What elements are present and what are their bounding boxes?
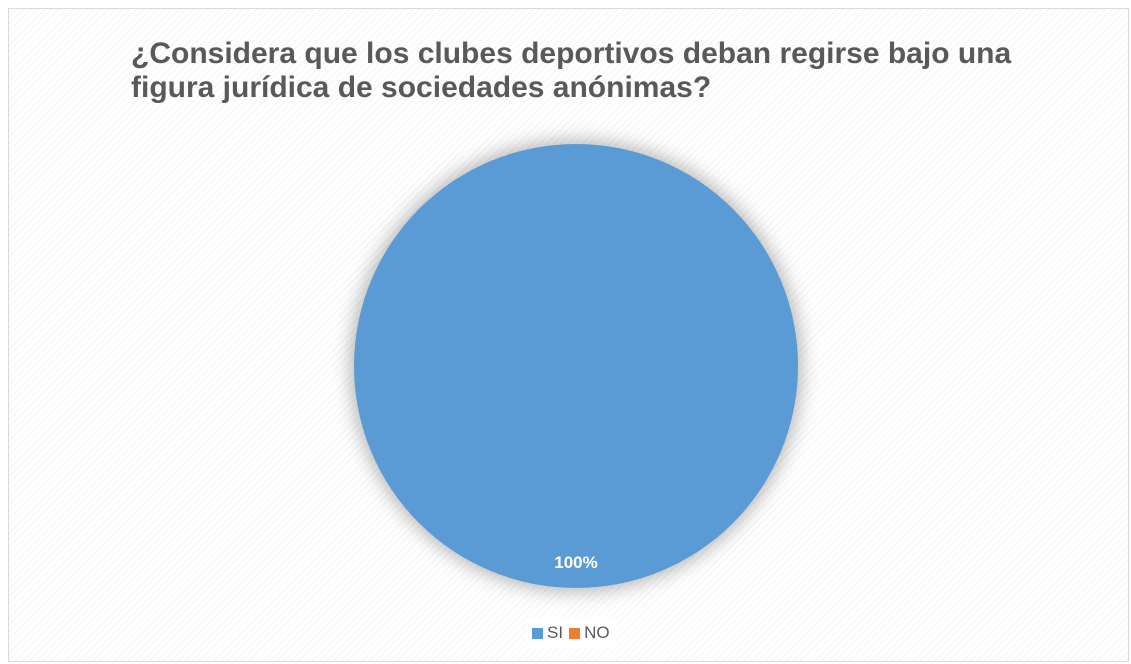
pie-chart: 100% (350, 140, 802, 592)
legend-swatch-no (569, 627, 581, 639)
data-label-si: 100% (554, 553, 597, 572)
pie-slice-si (354, 144, 798, 588)
legend: SI NO (526, 618, 616, 648)
legend-label-si: SI (547, 623, 564, 642)
legend-label-no: NO (584, 623, 610, 642)
legend-item-no: NO (569, 623, 610, 643)
legend-item-si: SI (532, 623, 563, 643)
legend-swatch-si (532, 627, 543, 639)
chart-title: ¿Considera que los clubes deportivos deb… (131, 37, 1012, 104)
chart-area: ¿Considera que los clubes deportivos deb… (8, 8, 1129, 662)
